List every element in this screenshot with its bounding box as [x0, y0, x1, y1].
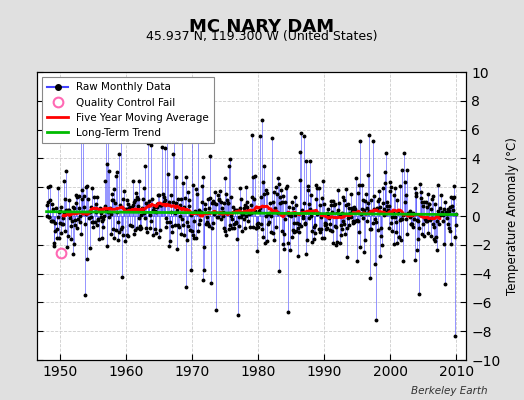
Legend: Raw Monthly Data, Quality Control Fail, Five Year Moving Average, Long-Term Tren: Raw Monthly Data, Quality Control Fail, … [42, 77, 214, 143]
Text: Berkeley Earth: Berkeley Earth [411, 386, 487, 396]
Y-axis label: Temperature Anomaly (°C): Temperature Anomaly (°C) [506, 137, 519, 295]
Text: 45.937 N, 119.300 W (United States): 45.937 N, 119.300 W (United States) [146, 30, 378, 43]
Text: MC NARY DAM: MC NARY DAM [190, 18, 334, 36]
